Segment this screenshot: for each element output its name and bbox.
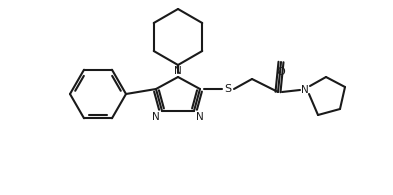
Text: O: O (277, 67, 285, 77)
Text: N: N (301, 85, 309, 95)
Text: N: N (196, 112, 204, 122)
Text: S: S (224, 84, 231, 94)
Text: N: N (152, 112, 160, 122)
Text: N: N (174, 66, 182, 76)
